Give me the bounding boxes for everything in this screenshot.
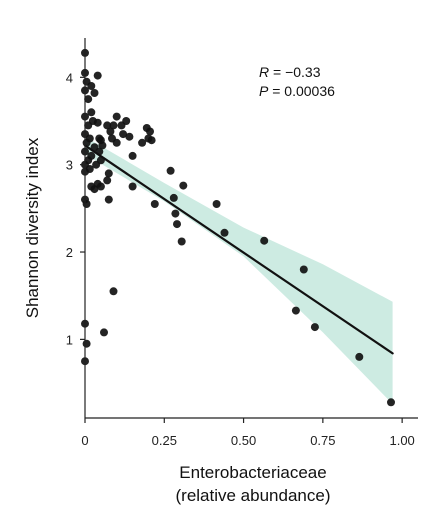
data-point (291, 306, 300, 315)
data-point (109, 121, 118, 130)
data-point (220, 228, 229, 237)
data-point (82, 339, 91, 348)
data-point (100, 328, 108, 337)
data-point (166, 166, 175, 175)
confidence-band (85, 136, 393, 404)
data-point (84, 95, 93, 104)
data-point (169, 193, 178, 202)
data-point (98, 141, 107, 150)
data-point (96, 182, 105, 191)
y-axis-ticks: 1 2 3 4 (66, 70, 85, 347)
x-tick-label: 0 (81, 433, 88, 448)
data-point (128, 151, 137, 160)
y-axis-title: Shannon diversity index (23, 137, 42, 318)
data-point (387, 398, 395, 407)
y-tick-label: 1 (66, 332, 73, 347)
data-point (125, 132, 134, 141)
r-label: R (259, 64, 269, 80)
regression-line (83, 144, 394, 355)
data-point (128, 182, 137, 191)
x-tick-label: 1.00 (389, 433, 414, 448)
x-axis-title-line2: (relative abundance) (176, 486, 331, 505)
data-point (87, 108, 96, 117)
data-point (95, 147, 104, 156)
data-point (212, 200, 221, 208)
data-point (96, 156, 105, 165)
data-point (171, 209, 180, 218)
p-statistic: P = 0.00036 (259, 83, 335, 99)
data-point (112, 138, 121, 147)
data-point (85, 165, 94, 173)
data-point (93, 71, 102, 80)
data-point (106, 127, 115, 136)
r-value: = −0.33 (269, 64, 321, 80)
data-point (103, 121, 112, 130)
x-tick-label: 0.25 (152, 433, 177, 448)
data-point (85, 134, 94, 143)
data-point (112, 112, 121, 121)
data-point (146, 127, 154, 136)
y-tick-label: 3 (66, 158, 73, 173)
data-point (93, 118, 102, 127)
data-point (355, 352, 364, 361)
data-point (87, 82, 96, 90)
x-tick-label: 0.75 (310, 433, 335, 448)
r-statistic: R = −0.33 (259, 64, 321, 80)
data-point (150, 200, 159, 208)
p-value: = 0.00036 (268, 83, 335, 99)
data-point (173, 220, 181, 229)
data-point (104, 195, 113, 204)
data-point (87, 151, 96, 160)
data-point (104, 169, 113, 178)
data-point (138, 138, 147, 147)
y-tick-label: 4 (66, 70, 73, 85)
data-point (310, 323, 319, 332)
data-point (119, 130, 128, 139)
data-point (299, 265, 308, 274)
data-point (147, 136, 156, 145)
data-point (177, 237, 186, 246)
x-tick-label: 0.50 (231, 433, 256, 448)
y-tick-label: 2 (66, 245, 73, 260)
data-point (82, 200, 91, 208)
p-label: P (259, 83, 269, 99)
data-point (90, 89, 99, 97)
data-point (179, 181, 188, 190)
x-axis-ticks: 0 0.25 0.50 0.75 1.00 (81, 418, 415, 448)
data-point (260, 236, 269, 245)
x-axis-title-line1: Enterobacteriaceae (179, 463, 326, 482)
data-point (122, 117, 131, 125)
data-point (103, 176, 112, 185)
data-points (81, 48, 395, 407)
data-point (109, 287, 118, 296)
